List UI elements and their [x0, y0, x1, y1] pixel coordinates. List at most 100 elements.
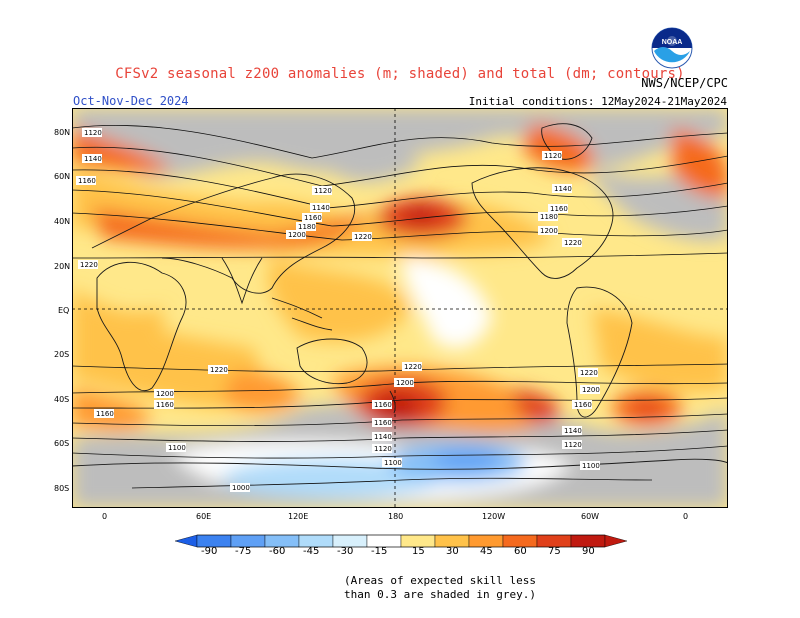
svg-text:1220: 1220 [80, 261, 98, 269]
contour-label: 1160 [302, 213, 322, 222]
skill-note: (Areas of expected skill less than 0.3 a… [0, 574, 800, 602]
lon-label: 0 [102, 512, 108, 521]
svg-text:1160: 1160 [374, 401, 392, 409]
svg-text:1160: 1160 [374, 419, 392, 427]
lon-label: 120W [482, 512, 506, 521]
contour-label: 1180 [296, 222, 316, 231]
svg-text:1160: 1160 [304, 214, 322, 222]
svg-text:1100: 1100 [168, 444, 186, 452]
contour-label: 1220 [578, 368, 598, 377]
svg-text:1220: 1220 [210, 366, 228, 374]
svg-text:1200: 1200 [156, 390, 174, 398]
contour-label: 1160 [372, 418, 392, 427]
lat-label: 60N [54, 172, 71, 181]
contour-label: 1160 [372, 400, 392, 409]
svg-text:1200: 1200 [288, 231, 306, 239]
legend-tick: -75 [235, 546, 252, 557]
svg-text:1180: 1180 [540, 213, 558, 221]
svg-text:1140: 1140 [84, 155, 102, 163]
svg-text:1180: 1180 [298, 223, 316, 231]
svg-text:1000: 1000 [232, 484, 250, 492]
contour-label: 1220 [208, 365, 228, 374]
contour-label: 1100 [580, 461, 600, 470]
legend-tick: -30 [337, 546, 354, 557]
svg-text:1160: 1160 [96, 410, 114, 418]
svg-text:1220: 1220 [580, 369, 598, 377]
legend-tick: 75 [548, 546, 561, 557]
skill-note-line: (Areas of expected skill less [343, 574, 537, 587]
svg-text:1100: 1100 [582, 462, 600, 470]
contour-label: 1140 [552, 184, 572, 193]
logo-text: NOAA [662, 39, 683, 46]
contour-label: 1220 [562, 238, 582, 247]
contour-label: 1220 [352, 232, 372, 241]
lat-label: 80S [54, 484, 70, 493]
legend-swatch [604, 534, 627, 548]
contour-label: 1200 [394, 378, 414, 387]
lat-label: 20N [54, 262, 71, 271]
contour-label: 1200 [538, 226, 558, 235]
svg-text:1140: 1140 [312, 204, 330, 212]
svg-text:1220: 1220 [404, 363, 422, 371]
lat-label: 40N [54, 217, 71, 226]
svg-text:1160: 1160 [156, 401, 174, 409]
skill-note-line: than 0.3 are shaded in grey.) [343, 588, 537, 601]
lon-label: 60E [196, 512, 212, 521]
lon-label: 0 [683, 512, 689, 521]
svg-text:1140: 1140 [564, 427, 582, 435]
contour-label: 1000 [230, 483, 250, 492]
svg-text:1220: 1220 [564, 239, 582, 247]
contour-label: 1200 [154, 389, 174, 398]
contour-label: 1140 [372, 432, 392, 441]
legend-tick: -90 [201, 546, 218, 557]
svg-text:1120: 1120 [544, 152, 562, 160]
svg-text:1200: 1200 [396, 379, 414, 387]
svg-text:1200: 1200 [540, 227, 558, 235]
agency-label: NWS/NCEP/CPC [641, 76, 728, 90]
legend-tick: 45 [480, 546, 493, 557]
svg-text:1220: 1220 [354, 233, 372, 241]
lon-label: 120E [288, 512, 309, 521]
contour-label: 1160 [76, 176, 96, 185]
lon-label: 180 [388, 512, 404, 521]
legend-tick: 90 [582, 546, 595, 557]
legend-tick: 30 [446, 546, 459, 557]
color-legend [175, 534, 627, 548]
contour-label: 1160 [572, 400, 592, 409]
initial-conditions: Initial conditions: 12May2024-21May2024 [468, 95, 727, 108]
svg-text:1160: 1160 [550, 205, 568, 213]
contour-label: 1100 [166, 443, 186, 452]
lat-label: 60S [54, 439, 70, 448]
legend-tick: 60 [514, 546, 527, 557]
svg-text:1120: 1120 [374, 445, 392, 453]
contour-label-group: 1120 1140 1160 1120 1140 1160 1180 1200 … [76, 128, 600, 492]
contour-label: 1160 [94, 409, 114, 418]
lat-label: EQ [58, 306, 70, 315]
contour-label: 1120 [542, 151, 562, 160]
legend-tick: 15 [412, 546, 425, 557]
map-title: CFSv2 seasonal z200 anomalies (m; shaded… [115, 66, 685, 82]
legend-tick: -60 [269, 546, 286, 557]
svg-text:1160: 1160 [78, 177, 96, 185]
svg-text:1200: 1200 [582, 386, 600, 394]
svg-text:1140: 1140 [554, 185, 572, 193]
contour-label: 1140 [310, 203, 330, 212]
anomaly-map: 1120 1140 1160 1120 1140 1160 1180 1200 … [72, 108, 728, 508]
season-label: Oct-Nov-Dec 2024 [73, 94, 189, 108]
contour-label: 1220 [78, 260, 98, 269]
svg-text:1120: 1120 [314, 187, 332, 195]
contour-label: 1160 [548, 204, 568, 213]
contour-label: 1180 [538, 212, 558, 221]
svg-text:1100: 1100 [384, 459, 402, 467]
svg-text:1160: 1160 [574, 401, 592, 409]
contour-label: 1120 [82, 128, 102, 137]
lat-label: 20S [54, 350, 70, 359]
contour-label: 1200 [286, 230, 306, 239]
svg-text:1120: 1120 [84, 129, 102, 137]
contour-label: 1140 [562, 426, 582, 435]
coastlines [72, 123, 728, 470]
lon-label: 60W [581, 512, 600, 521]
contour-label: 1120 [312, 186, 332, 195]
legend-swatch [175, 534, 198, 548]
noaa-logo: NOAA [651, 27, 693, 69]
